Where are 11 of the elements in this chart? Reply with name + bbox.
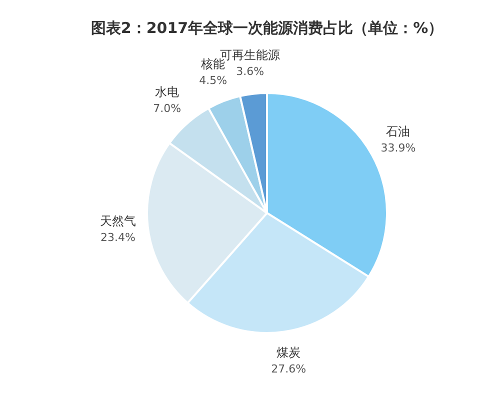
slice-label: 煤炭 (276, 345, 301, 360)
chart-title: 图表2：2017年全球一次能源消费占比（单位：%） (90, 19, 444, 37)
data-label: 33.9% (380, 141, 416, 154)
data-label: 7.0% (153, 102, 182, 116)
slice-label: 天然气 (100, 214, 136, 228)
slice-label: 石油 (386, 124, 410, 138)
data-label: 27.6% (271, 362, 306, 376)
data-label: 3.6% (236, 64, 264, 78)
slice-label: 水电 (155, 85, 180, 100)
data-label: 23.4% (100, 230, 136, 244)
data-label: 4.5% (199, 74, 228, 88)
